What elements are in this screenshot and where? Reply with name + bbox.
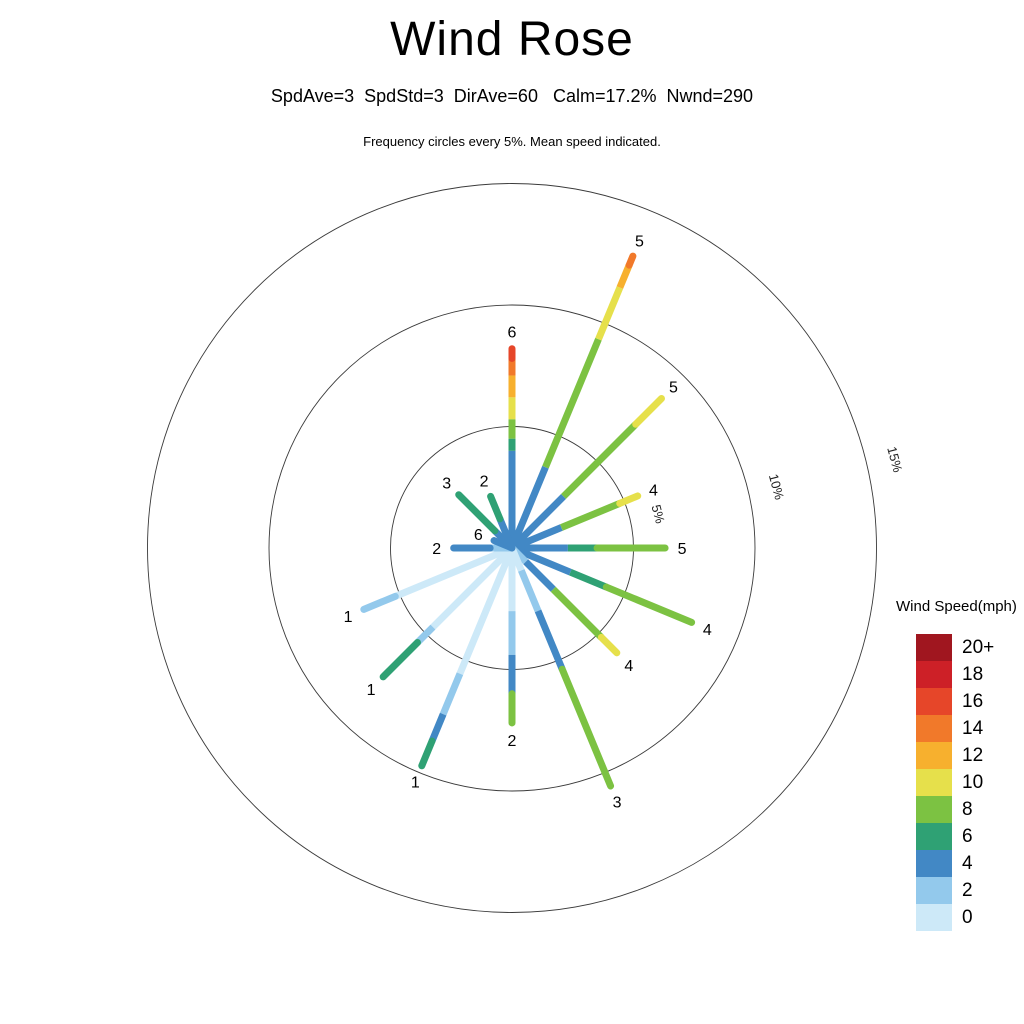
legend-swatch-8 [916, 796, 952, 823]
spoke-WSW-bin-0 [393, 544, 514, 600]
legend-row-8: 8 [916, 796, 994, 823]
spoke-SSE-bin-2 [518, 569, 542, 613]
legend-swatch-18 [916, 661, 952, 688]
mean-speed-label-ENE: 4 [649, 482, 658, 499]
legend-swatch-10 [916, 769, 952, 796]
spoke-NNE-bin-12 [616, 263, 633, 289]
spoke-ESE-bin-4 [510, 544, 572, 576]
spoke-NNW-bin-6 [487, 492, 504, 523]
mean-speed-label-E: 5 [678, 541, 687, 558]
spoke-SSW-bin-6 [418, 737, 436, 770]
legend-label-16: 16 [962, 691, 984, 712]
mean-speed-label-NNW: 2 [480, 474, 489, 491]
mean-speed-label-SE: 4 [624, 658, 633, 675]
mean-speed-label-N: 6 [508, 325, 517, 342]
spoke-SW-bin-0 [430, 545, 515, 630]
legend-label-14: 14 [962, 718, 984, 739]
spoke-WSW-bin-2 [360, 592, 399, 613]
spoke-SSW-bin-2 [439, 672, 464, 716]
mean-speed-label-NE: 5 [669, 379, 678, 396]
legend-label-20+: 20+ [962, 637, 995, 658]
legend-row-14: 14 [916, 715, 994, 742]
mean-speed-label-SW: 1 [367, 682, 376, 699]
legend-label-6: 6 [962, 826, 973, 847]
legend-row-10: 10 [916, 769, 994, 796]
legend-swatch-4 [916, 850, 952, 877]
mean-speed-label-SSW: 1 [411, 774, 420, 791]
frequency-note: Frequency circles every 5%. Mean speed i… [363, 134, 661, 149]
spoke-NNE-bin-14 [625, 252, 637, 269]
spoke-SW-bin-6 [379, 639, 421, 681]
mean-speed-label-S: 2 [508, 733, 517, 750]
mean-speed-label-SSE: 3 [613, 795, 622, 812]
legend-row-0: 0 [916, 904, 994, 931]
legend-row-6: 6 [916, 823, 994, 850]
spoke-SSE-bin-8 [558, 665, 615, 790]
legend-row-4: 4 [916, 850, 994, 877]
spoke-SW-bin-2 [415, 624, 436, 645]
legend-swatch-2 [916, 877, 952, 904]
spoke-NNE-bin-4 [508, 465, 549, 550]
frequency-ring-10% [268, 304, 756, 792]
spoke-SSE-bin-4 [534, 609, 566, 671]
page-title: Wind Rose [390, 13, 634, 66]
legend-label-2: 2 [962, 880, 973, 901]
spoke-NE-bin-10 [632, 395, 665, 428]
ring-label-15%: 15% [884, 445, 905, 474]
legend-label-4: 4 [962, 853, 973, 874]
spoke-SE-bin-10 [597, 633, 621, 657]
spoke-ENE-bin-10 [616, 492, 642, 507]
frequency-ring-15% [147, 183, 877, 913]
spoke-NNE-bin-8 [542, 337, 602, 469]
speed-legend: 20+ 18 16 14 12 10 8 6 4 2 0 [916, 634, 994, 931]
mean-speed-label-NNE: 5 [635, 233, 644, 250]
legend-row-2: 2 [916, 877, 994, 904]
legend-label-8: 8 [962, 799, 973, 820]
mean-speed-label-WNW: 6 [474, 527, 483, 544]
spoke-NNE-bin-10 [595, 286, 624, 341]
legend-label-12: 12 [962, 745, 984, 766]
legend-row-16: 16 [916, 688, 994, 715]
legend-label-0: 0 [962, 907, 973, 928]
legend-swatch-14 [916, 715, 952, 742]
ring-label-5%: 5% [648, 503, 667, 525]
legend-swatch-0 [916, 904, 952, 931]
spoke-NE-bin-4 [509, 493, 567, 551]
ring-label-10%: 10% [766, 472, 787, 501]
mean-speed-label-W: 2 [432, 541, 441, 558]
legend-label-18: 18 [962, 664, 984, 685]
legend-row-18: 18 [916, 661, 994, 688]
legend-swatch-12 [916, 742, 952, 769]
legend-swatch-20+ [916, 634, 952, 661]
legend-row-20+: 20+ [916, 634, 994, 661]
legend-label-10: 10 [962, 772, 984, 793]
legend-swatch-16 [916, 688, 952, 715]
spoke-NW-bin-6 [455, 491, 499, 535]
spoke-NE-bin-8 [561, 421, 639, 499]
spoke-SE-bin-4 [523, 559, 556, 592]
spoke-SE-bin-8 [550, 586, 604, 640]
spoke-NNW-bin-4 [496, 517, 516, 550]
stats-line: SpdAve=3 SpdStd=3 DirAve=60 Calm=17.2% N… [270, 86, 754, 106]
legend-title: Wind Speed(mph) [896, 598, 1017, 615]
spoke-ESE-bin-6 [569, 568, 608, 591]
spoke-ENE-bin-8 [560, 500, 622, 531]
spoke-SSW-bin-0 [456, 546, 516, 676]
legend-row-12: 12 [916, 742, 994, 769]
mean-speed-label-NW: 3 [442, 476, 451, 493]
legend-swatch-6 [916, 823, 952, 850]
mean-speed-label-ESE: 4 [703, 622, 712, 639]
mean-speed-label-WSW: 1 [344, 609, 353, 626]
spoke-SSW-bin-4 [428, 712, 447, 743]
spoke-ESE-bin-8 [602, 583, 696, 626]
